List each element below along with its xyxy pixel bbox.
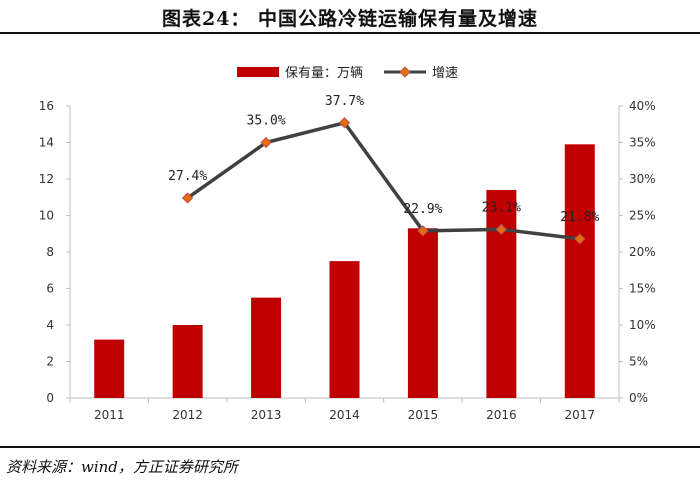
right-axis-tick-label: 5% — [629, 355, 648, 369]
left-axis-tick-label: 8 — [46, 245, 54, 259]
x-axis-tick-label: 2017 — [565, 408, 596, 422]
right-axis-tick-label: 30% — [629, 172, 656, 186]
bar — [564, 144, 595, 398]
right-axis-tick-label: 0% — [629, 391, 648, 405]
bar — [486, 189, 517, 398]
right-axis-tick-label: 10% — [629, 318, 656, 332]
bar — [94, 339, 125, 398]
growth-line — [186, 121, 580, 241]
chart-canvas: 0 2 4 6 8 10 12 14 16 0% 5% 10% 15% 20% 25% 30% 35% 40% 20… — [39, 66, 656, 422]
left-axis-tick-label: 2 — [46, 355, 54, 369]
bar — [407, 228, 438, 398]
growth-data-label: 23.1% — [482, 200, 521, 215]
right-axis-tick-label: 20% — [629, 245, 656, 259]
left-axis-tick-label: 0 — [46, 391, 54, 405]
legend-bar-swatch — [237, 67, 279, 77]
bar — [329, 261, 360, 398]
x-axis-tick-label: 2015 — [408, 408, 439, 422]
source-note: 资料来源：wind，方正证券研究所 — [6, 458, 238, 476]
x-axis-tick-label: 2014 — [329, 408, 360, 422]
growth-data-label: 27.4% — [168, 169, 207, 184]
bar — [172, 325, 203, 398]
x-axis-tick-label: 2013 — [251, 408, 282, 422]
right-axis-tick-label: 25% — [629, 209, 656, 223]
growth-marker — [495, 223, 508, 236]
growth-data-label: 35.0% — [247, 114, 286, 129]
left-axis-tick-label: 10 — [39, 209, 54, 223]
x-axis-tick-label: 2016 — [486, 408, 517, 422]
bar — [251, 297, 282, 398]
source-divider — [0, 446, 700, 448]
right-axis-tick-label: 15% — [629, 282, 656, 296]
left-axis-tick-label: 6 — [46, 282, 54, 296]
growth-marker — [181, 192, 194, 204]
left-axis-tick-label: 4 — [46, 318, 54, 332]
legend-line-marker — [399, 66, 411, 78]
chart-title: 图表24： 中国公路冷链运输保有量及增速 — [161, 8, 539, 30]
title-divider — [0, 32, 700, 34]
growth-data-label: 22.9% — [403, 202, 442, 217]
left-axis-tick-label: 14 — [39, 136, 54, 150]
growth-data-label: 21.8% — [560, 210, 599, 225]
growth-data-label: 37.7% — [325, 94, 364, 109]
left-axis-tick-label: 12 — [39, 172, 54, 186]
right-axis-tick-label: 35% — [629, 136, 656, 150]
right-axis-tick-label: 40% — [629, 99, 656, 113]
left-axis-tick-label: 16 — [39, 99, 54, 113]
growth-marker — [338, 117, 351, 129]
growth-marker — [260, 136, 272, 149]
x-axis-tick-label: 2011 — [94, 408, 125, 422]
x-axis-tick-label: 2012 — [172, 408, 203, 422]
legend-bar-label: 保有量：万辆 — [285, 66, 363, 81]
legend-line-label: 增速 — [432, 66, 458, 81]
growth-marker — [574, 233, 586, 245]
growth-marker — [417, 225, 429, 237]
